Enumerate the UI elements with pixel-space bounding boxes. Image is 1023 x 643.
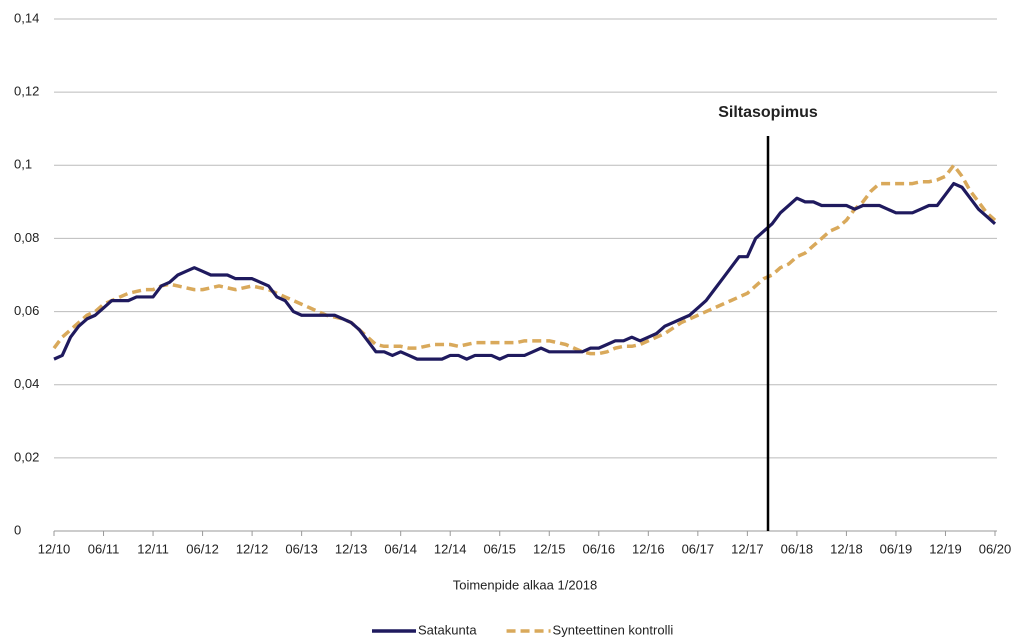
legend-label: Satakunta <box>418 622 477 637</box>
x-tick-label: 12/12 <box>236 541 269 556</box>
y-tick-label: 0,08 <box>14 230 39 245</box>
x-tick-label: 06/12 <box>186 541 219 556</box>
y-tick-label: 0,02 <box>14 449 39 464</box>
x-tick-label: 06/17 <box>682 541 715 556</box>
x-tick-label: 12/17 <box>731 541 764 556</box>
x-tick-label: 12/11 <box>137 541 169 556</box>
x-tick-label: 12/16 <box>632 541 665 556</box>
x-tick-label: 12/13 <box>335 541 368 556</box>
x-axis-label: Toimenpide alkaa 1/2018 <box>453 577 598 592</box>
x-tick-label: 12/15 <box>533 541 566 556</box>
y-tick-label: 0,06 <box>14 303 39 318</box>
x-tick-label: 06/18 <box>781 541 814 556</box>
x-tick-label: 06/20 <box>979 541 1012 556</box>
x-tick-label: 06/13 <box>285 541 318 556</box>
annotation-text: Siltasopimus <box>718 104 818 121</box>
y-tick-label: 0 <box>14 522 21 537</box>
legend-label: Synteettinen kontrolli <box>553 622 674 637</box>
x-tick-label: 12/10 <box>38 541 71 556</box>
x-tick-label: 12/19 <box>929 541 962 556</box>
x-tick-label: 06/14 <box>384 541 417 556</box>
y-tick-label: 0,04 <box>14 376 39 391</box>
y-tick-label: 0,12 <box>14 84 39 99</box>
x-tick-label: 06/11 <box>88 541 120 556</box>
series-line <box>52 163 997 356</box>
x-tick-label: 12/14 <box>434 541 467 556</box>
y-tick-label: 0,1 <box>14 157 32 172</box>
x-tick-label: 06/16 <box>583 541 616 556</box>
y-tick-label: 0,14 <box>14 10 39 25</box>
x-tick-label: 12/18 <box>830 541 863 556</box>
x-tick-label: 06/15 <box>483 541 516 556</box>
series-line <box>53 181 997 361</box>
x-tick-label: 06/19 <box>880 541 913 556</box>
